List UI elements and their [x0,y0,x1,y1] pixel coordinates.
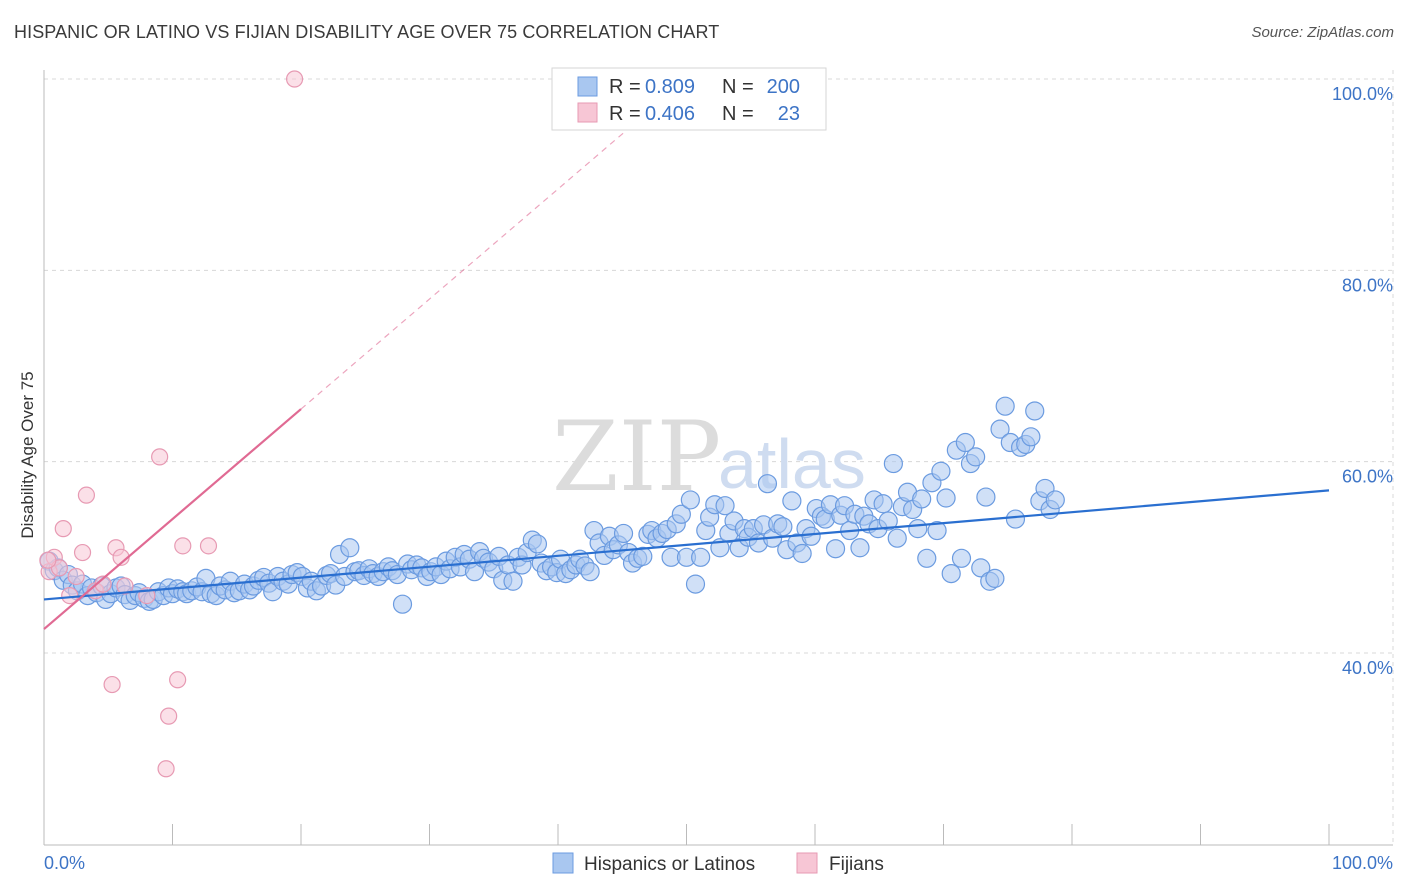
legend: R = 0.809 N = 200 R = 0.406 N = 23 [551,67,827,131]
data-point-hispanic [912,489,932,509]
watermark: ZIP atlas [552,401,866,513]
data-point-hispanic [715,496,735,516]
data-point-hispanic [966,447,986,467]
data-point-hispanic [580,562,600,582]
data-point-fijian [199,537,218,555]
data-point-hispanic [680,490,700,510]
data-point-fijian [67,567,85,586]
data-point-hispanic [613,523,634,544]
data-point-hispanic [917,548,937,568]
legend-n-label-pink: N = [722,103,754,125]
series-fijians-points [39,70,304,778]
trend-line-fijians [43,408,302,630]
data-point-fijian [116,577,134,595]
data-point-hispanic [773,517,793,537]
data-point-hispanic [908,519,928,539]
data-point-hispanic [633,546,653,566]
data-point-fijian [54,520,72,538]
legend-box [551,67,827,131]
legend-n-value-pink: 23 [778,103,800,125]
bottom-legend-label-hispanics: Hispanics or Latinos [584,854,755,875]
data-point-fijian [77,486,96,504]
bottom-legend-label-fijians: Fijians [829,854,884,875]
data-point-hispanic [782,491,802,511]
legend-r-value-blue: 0.809 [645,76,695,98]
data-point-hispanic [887,528,907,548]
data-point-hispanic [691,547,711,567]
legend-swatch-blue [577,76,598,97]
data-point-hispanic [685,574,706,594]
data-point-hispanic [883,453,903,474]
series-hispanics-points [39,396,1065,614]
data-point-hispanic [927,520,947,541]
data-point-hispanic [941,563,961,584]
legend-r-label-pink: R = [609,103,641,125]
data-point-fijian [285,70,304,88]
data-point-hispanic [990,419,1010,439]
y-tick-label: 80.0% [1342,275,1393,295]
data-point-hispanic [850,538,870,558]
data-point-hispanic [951,548,972,568]
data-point-hispanic [825,539,846,559]
data-point-hispanic [931,461,951,481]
data-point-hispanic [936,488,956,508]
data-point-hispanic [1021,427,1041,447]
legend-r-value-pink: 0.406 [645,103,695,125]
legend-n-value-blue: 200 [767,76,800,98]
data-point-hispanic [873,494,893,514]
y-tick-label: 40.0% [1342,658,1393,678]
data-point-fijian [174,537,192,555]
bottom-legend: Hispanics or Latinos Fijians [552,852,884,875]
source-label: Source: ZipAtlas.com [1251,24,1394,41]
data-point-hispanic [527,534,548,554]
data-point-hispanic [878,511,898,531]
data-point-hispanic [1045,490,1065,510]
axes-layer: 40.0% 60.0% 80.0% 100.0% [43,70,1393,846]
watermark-atlas: atlas [718,425,866,503]
data-point-hispanic [995,396,1015,416]
data-point-hispanic [955,432,975,453]
x-tick-label-max: 100.0% [1332,853,1393,873]
trend-layer [43,69,1330,630]
data-point-hispanic [671,504,691,524]
data-point-fijian [39,551,57,569]
legend-swatch-pink [577,102,598,123]
data-point-fijian [103,675,121,694]
data-point-hispanic [801,526,821,546]
x-tick-label-min: 0.0% [44,853,85,873]
data-point-hispanic [976,487,996,507]
data-point-hispanic [985,568,1005,588]
y-axis-title: Disability Age Over 75 [18,371,37,538]
data-point-hispanic [392,594,413,614]
data-point-hispanic [971,558,991,578]
legend-n-label-blue: N = [722,76,754,98]
y-tick-label: 60.0% [1342,467,1393,487]
data-point-hispanic [792,543,812,564]
data-point-hispanic [1025,401,1045,421]
y-tick-label: 100.0% [1332,84,1393,104]
data-point-fijian [151,448,169,466]
chart-title: HISPANIC OR LATINO VS FIJIAN DISABILITY … [14,22,720,42]
trend-line-hispanics [43,489,1330,601]
data-point-hispanic [340,538,360,558]
data-point-hispanic [757,474,778,494]
bottom-legend-swatch-blue [552,852,574,874]
data-point-fijian [157,760,175,778]
bottom-legend-swatch-pink [796,852,818,874]
data-point-hispanic [1005,509,1026,529]
data-point-fijian [169,671,187,689]
data-point-fijian [73,543,92,562]
data-point-hispanic [503,571,523,591]
legend-r-label-blue: R = [609,76,641,98]
data-point-fijian [160,707,178,725]
